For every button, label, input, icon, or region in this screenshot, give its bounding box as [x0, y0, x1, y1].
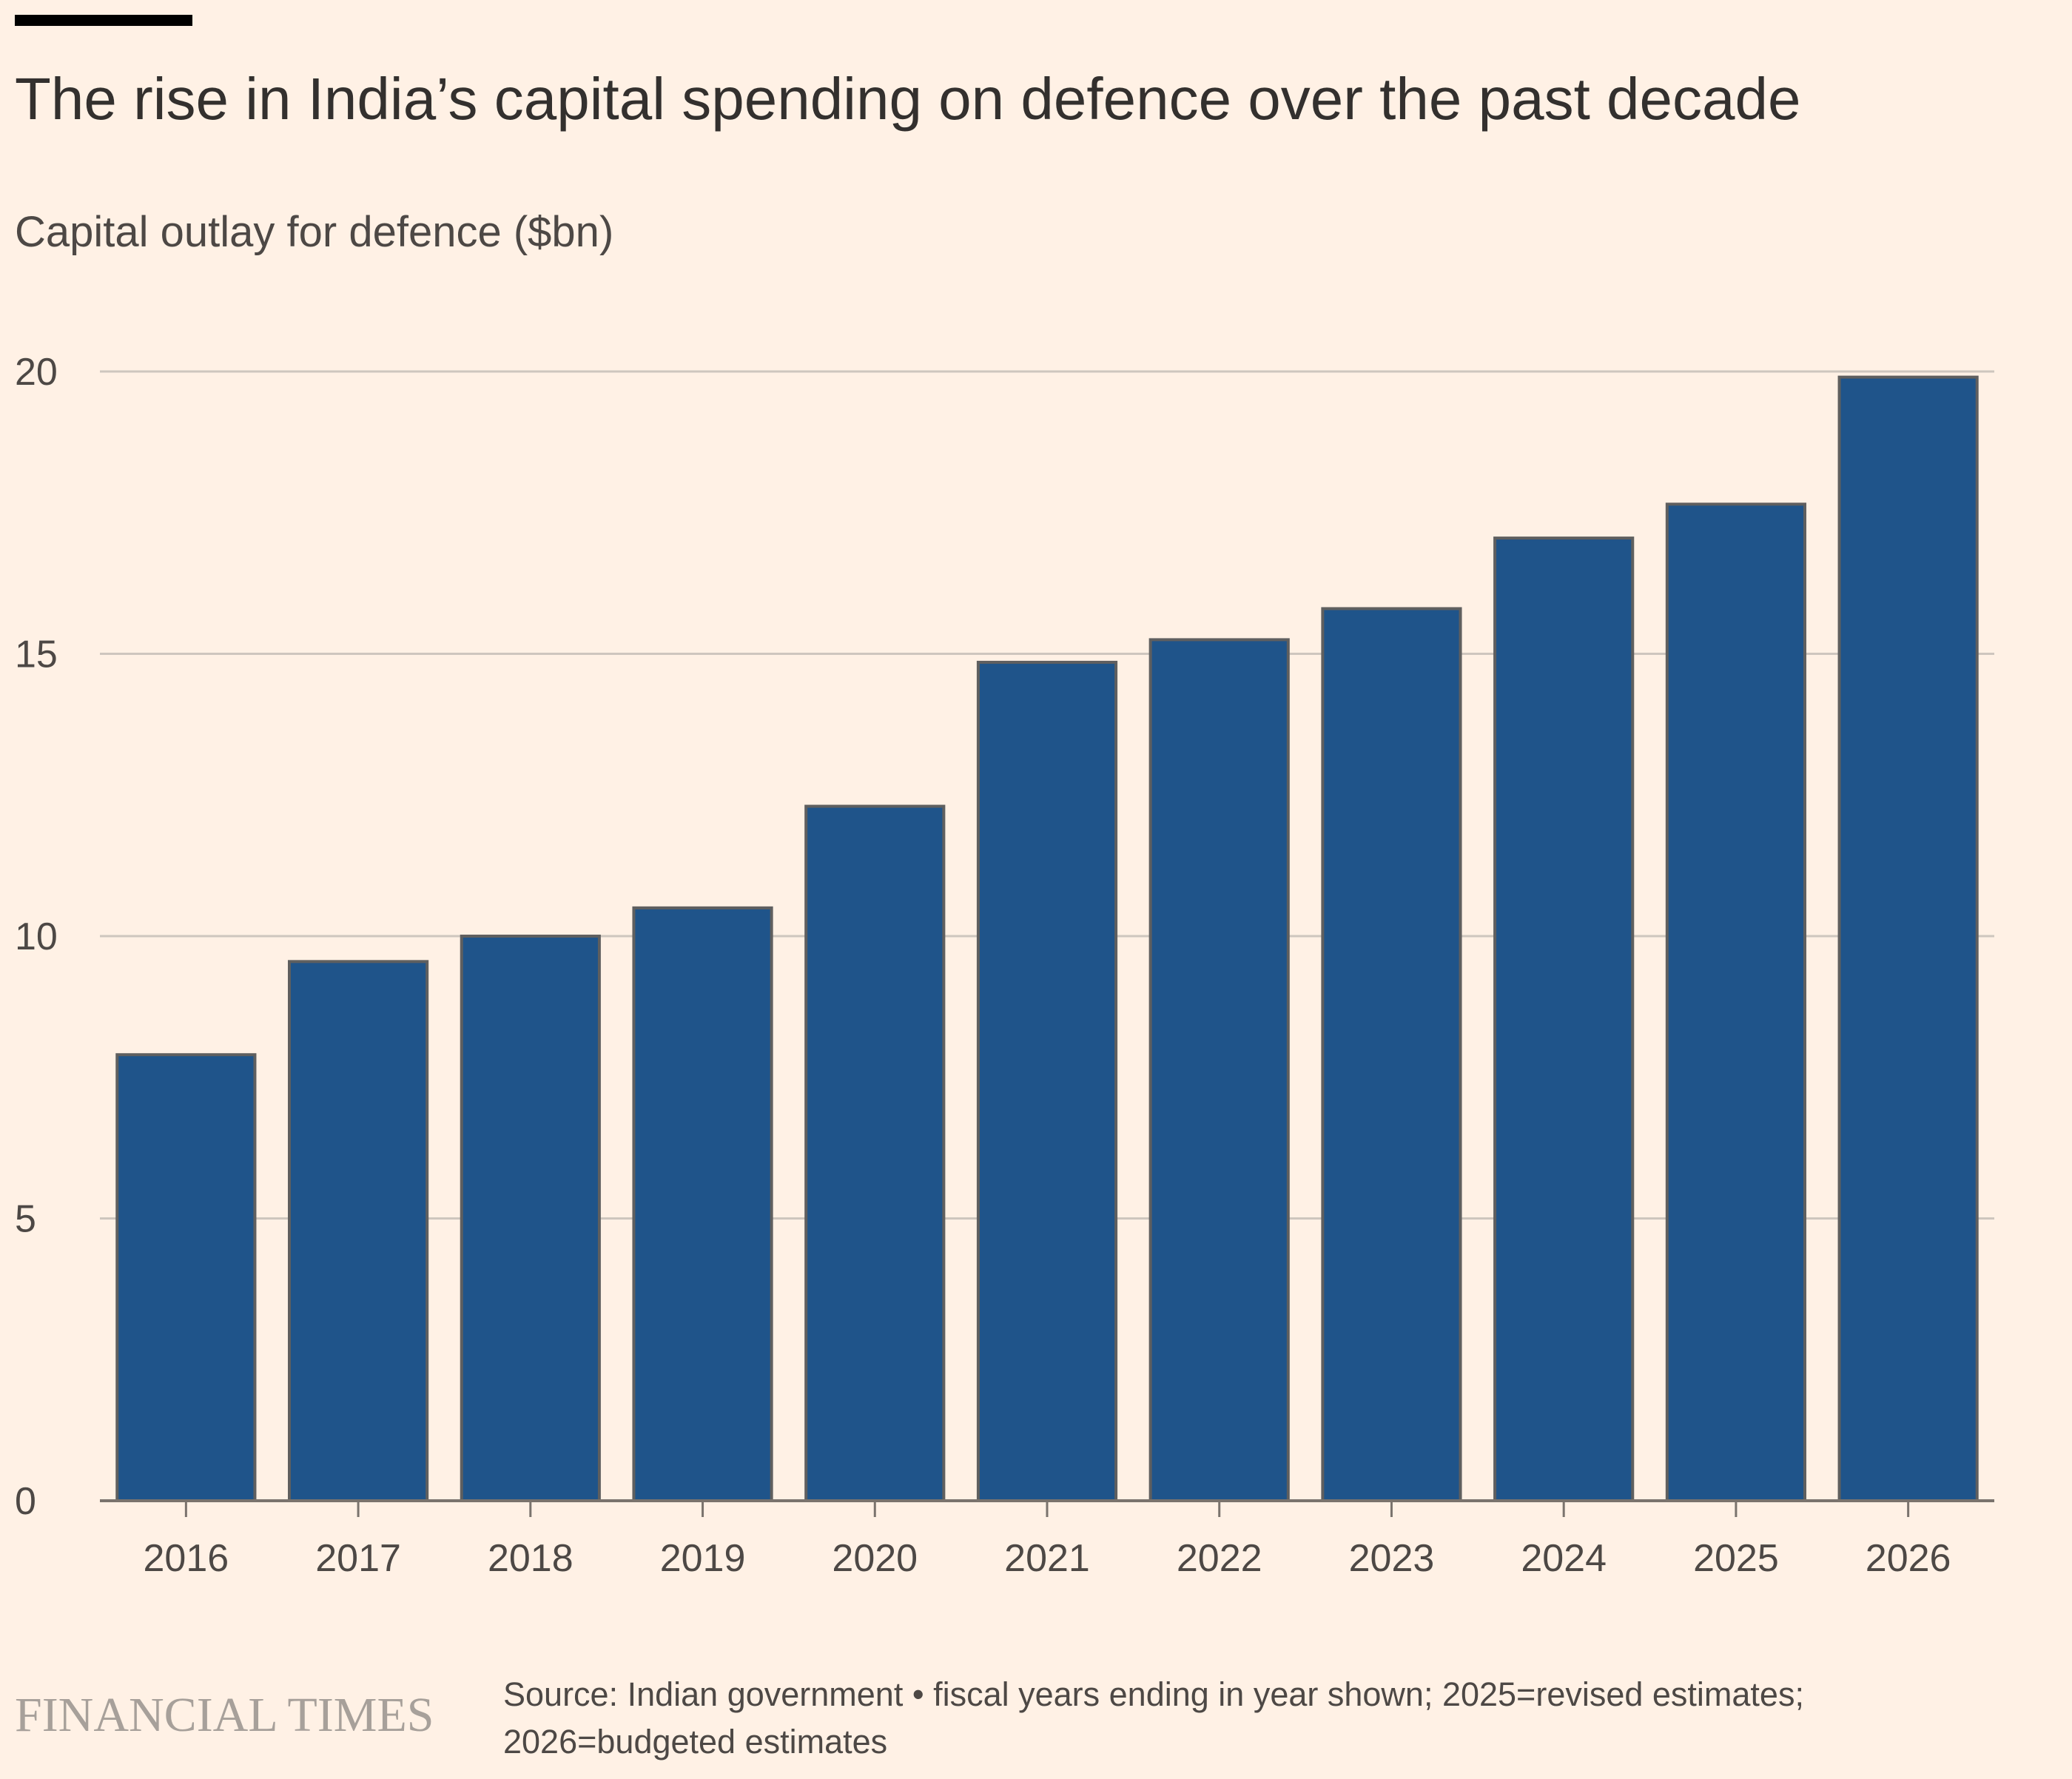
y-tick-label: 20: [15, 351, 58, 394]
x-tick-label: 2023: [1349, 1537, 1435, 1580]
y-tick-label: 10: [15, 915, 58, 958]
x-tick-label: 2016: [144, 1537, 229, 1580]
bar-2019: [632, 906, 773, 1502]
x-tick-label: 2021: [1004, 1537, 1090, 1580]
bars: [115, 375, 1979, 1503]
bar-2023: [1321, 607, 1462, 1503]
x-tick-label: 2020: [832, 1537, 918, 1580]
source-note: Source: Indian government • fiscal years…: [503, 1675, 1804, 1760]
ft-logo: FINANCIAL TIMES: [15, 1688, 434, 1742]
bar-2024: [1493, 537, 1635, 1503]
bar-2025: [1665, 502, 1806, 1502]
top-rule: [15, 15, 192, 26]
x-tick-label: 2024: [1521, 1537, 1607, 1580]
bar-2018: [460, 935, 601, 1502]
bar-2022: [1148, 638, 1290, 1502]
x-tick-label: 2022: [1177, 1537, 1262, 1580]
chart-title: The rise in India’s capital spending on …: [15, 66, 1801, 132]
bar-2016: [115, 1053, 257, 1502]
bar-chart: 0 5 10 15 20 2016 2017 2018 2019 2020 2021 2022 2023…: [15, 351, 1994, 1580]
chart-subtitle: Capital outlay for defence ($bn): [15, 208, 614, 256]
axes: 0 5 10 15 20 2016 2017 2018 2019 2020 2021 2022 2023…: [15, 351, 1994, 1580]
y-tick-label: 15: [15, 633, 58, 676]
y-tick-label: 5: [15, 1198, 36, 1241]
footer: FINANCIAL TIMES Source: Indian governmen…: [15, 1671, 2057, 1767]
x-tick-label: 2018: [488, 1537, 574, 1580]
x-tick-label: 2017: [315, 1537, 401, 1580]
bar-2020: [804, 804, 946, 1502]
bar-2017: [288, 960, 429, 1502]
x-tick-label: 2026: [1866, 1537, 1951, 1580]
x-tick-label: 2025: [1693, 1537, 1779, 1580]
bar-2026: [1837, 375, 1979, 1502]
y-tick-label: 0: [15, 1480, 36, 1523]
x-tick-label: 2019: [660, 1537, 746, 1580]
bar-2021: [976, 660, 1118, 1503]
